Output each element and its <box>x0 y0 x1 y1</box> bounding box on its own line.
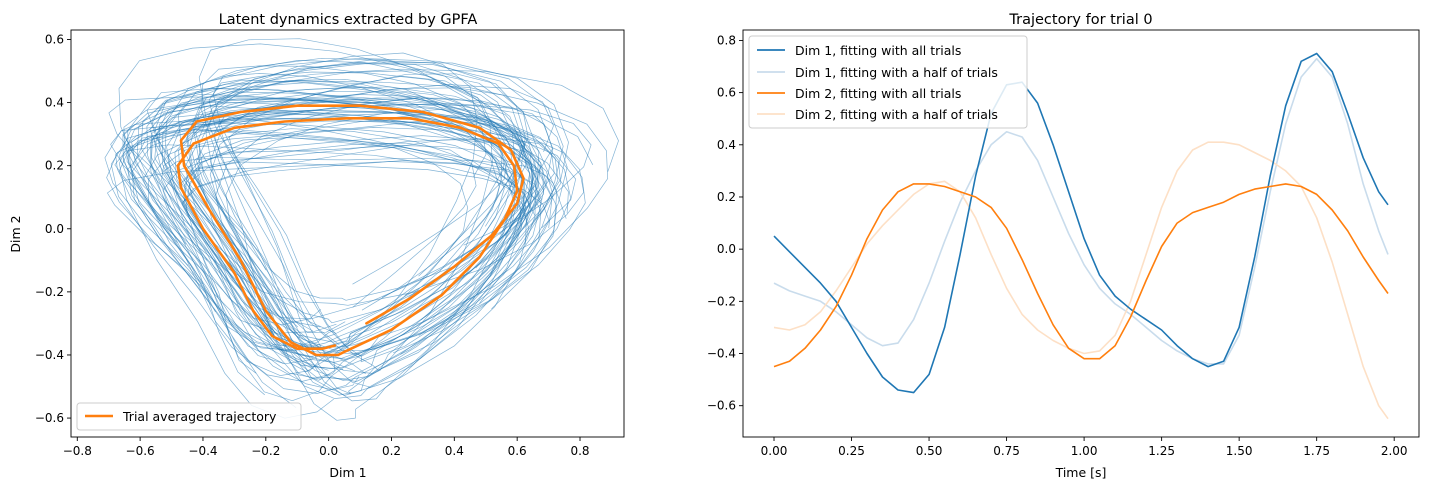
left-x-tick-label: −0.2 <box>251 444 280 458</box>
single-trial-line <box>158 61 569 380</box>
single-trial-line <box>174 103 594 370</box>
single-trial-line <box>225 108 542 363</box>
right-legend-box <box>748 35 1028 129</box>
left-x-axis-label: Dim 1 <box>329 465 366 480</box>
single-trial-line <box>184 137 477 374</box>
right-y-tick-label: 0.2 <box>717 190 736 204</box>
left-plot-frame <box>70 29 625 438</box>
single-trial-line <box>182 99 567 396</box>
left-x-tick-label: 0.6 <box>508 444 527 458</box>
dim1-all-line <box>773 52 1389 394</box>
dim1-half-line <box>773 57 1389 365</box>
right-x-axis-label: Time [s] <box>1055 465 1107 480</box>
left-series-group <box>176 104 525 357</box>
single-trial-line <box>126 90 536 408</box>
left-y-axis-label: Dim 2 <box>8 215 23 252</box>
right-y-tick-label: −0.2 <box>707 294 736 308</box>
right-plot-frame <box>742 29 1420 438</box>
single-trial-line <box>196 38 526 402</box>
single-trial-line <box>149 62 554 371</box>
right-x-axis: 0.00 0.25 0.50 0.75 1.00 1.25 1.50 1.75 2.00 <box>761 437 1408 458</box>
right-x-tick-label: 2.00 <box>1381 444 1408 458</box>
single-trial-line <box>215 98 520 371</box>
single-trial-line <box>150 97 553 320</box>
left-legend-label-avg: Trial averaged trajectory <box>122 409 277 424</box>
right-y-axis: −0.6 −0.4 −0.2 0.0 0.2 0.4 0.6 0.8 <box>707 33 743 413</box>
right-legend: Dim 1, fitting with all trials Dim 1, fi… <box>748 35 1028 129</box>
left-x-axis: −0.8 −0.6 −0.4 −0.2 0.0 0.2 0.4 0.6 0.8 <box>63 437 590 458</box>
right-x-tick-label: 0.00 <box>761 444 788 458</box>
right-x-tick-label: 0.50 <box>916 444 943 458</box>
right-chart-title: Trajectory for trial 0 <box>1008 12 1152 28</box>
single-trial-line <box>205 63 522 357</box>
right-chart-panel: Trajectory for trial 0 0.00 0.25 0.50 0.75 1… <box>707 12 1420 480</box>
single-trial-line <box>181 128 527 381</box>
single-trial-line <box>118 99 507 326</box>
right-legend-label-dim1-half: Dim 1, fitting with a half of trials <box>795 65 998 80</box>
right-legend-label-dim1-all: Dim 1, fitting with all trials <box>795 43 961 58</box>
left-x-tick-label: −0.8 <box>63 444 92 458</box>
single-trial-line <box>136 68 619 364</box>
left-chart-title: Latent dynamics extracted by GPFA <box>219 12 478 28</box>
left-x-tick-label: 0.0 <box>319 444 338 458</box>
right-y-tick-label: 0.4 <box>717 138 736 152</box>
single-trial-line <box>163 86 558 380</box>
right-y-tick-label: 0.6 <box>717 86 736 100</box>
single-trial-line <box>146 70 524 396</box>
single-trial-line <box>123 57 564 352</box>
right-series-group <box>773 52 1389 420</box>
left-y-tick-label: −0.2 <box>35 285 64 299</box>
single-trial-trajectories <box>104 38 619 421</box>
single-trial-line <box>118 98 531 419</box>
left-y-tick-label: 0.0 <box>45 222 64 236</box>
left-x-tick-label: −0.6 <box>126 444 155 458</box>
single-trial-line <box>161 60 534 402</box>
left-x-tick-label: 0.2 <box>382 444 401 458</box>
left-x-tick-label: 0.8 <box>570 444 589 458</box>
single-trial-line <box>177 79 554 301</box>
trial-averaged-trajectory-line <box>176 104 525 357</box>
left-y-tick-label: 0.4 <box>45 96 64 110</box>
right-x-tick-label: 0.75 <box>993 444 1020 458</box>
single-trial-line <box>181 127 553 363</box>
left-chart-panel: Latent dynamics extracted by GPFA −0.8 −0… <box>8 12 625 480</box>
left-legend: Trial averaged trajectory <box>76 402 302 431</box>
left-x-tick-label: 0.4 <box>445 444 464 458</box>
right-x-tick-label: 1.50 <box>1226 444 1253 458</box>
right-x-tick-label: 1.75 <box>1303 444 1330 458</box>
left-y-tick-label: −0.6 <box>35 411 64 425</box>
right-y-tick-label: 0.0 <box>717 242 736 256</box>
left-y-tick-label: −0.4 <box>35 348 64 362</box>
dim2-half-line <box>773 141 1389 420</box>
right-x-tick-label: 1.00 <box>1071 444 1098 458</box>
right-x-tick-label: 0.25 <box>838 444 865 458</box>
single-trial-line <box>142 88 569 374</box>
left-y-axis: −0.6 −0.4 −0.2 0.0 0.2 0.4 0.6 <box>35 32 71 425</box>
dim2-all-line <box>773 183 1389 368</box>
right-y-tick-label: −0.6 <box>707 399 736 413</box>
single-trial-line <box>122 97 592 334</box>
right-y-tick-label: 0.8 <box>717 33 736 47</box>
right-legend-label-dim2-all: Dim 2, fitting with all trials <box>795 86 961 101</box>
right-x-tick-label: 1.25 <box>1148 444 1175 458</box>
left-legend-box <box>76 402 302 431</box>
right-y-tick-label: −0.4 <box>707 347 736 361</box>
right-legend-label-dim2-half: Dim 2, fitting with a half of trials <box>795 107 998 122</box>
left-y-tick-label: 0.2 <box>45 159 64 173</box>
left-y-tick-label: 0.6 <box>45 32 64 46</box>
left-x-tick-label: −0.4 <box>188 444 217 458</box>
